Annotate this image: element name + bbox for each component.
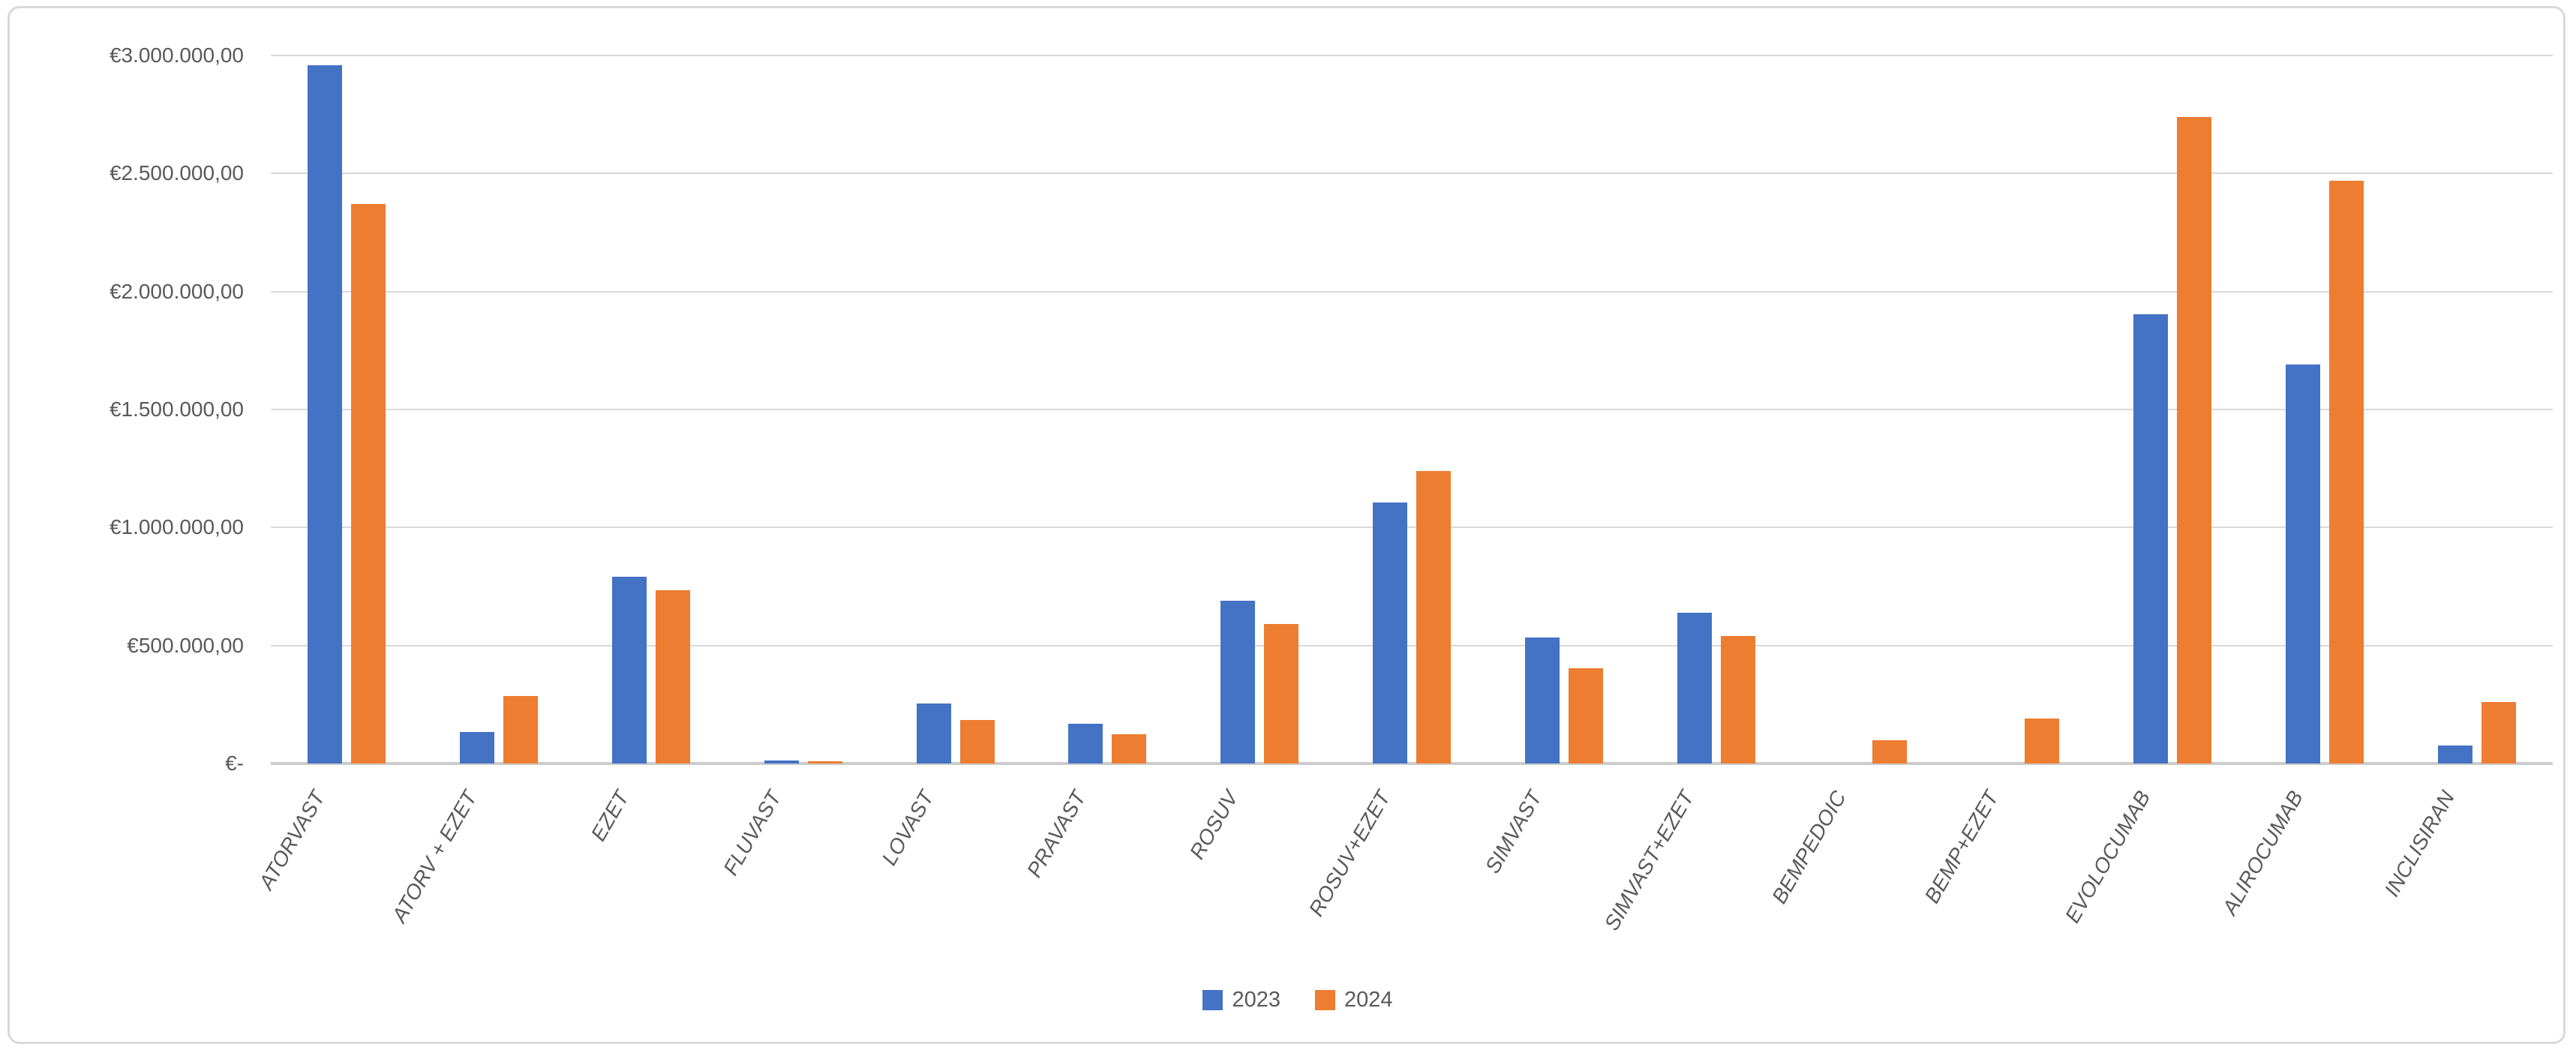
bar-2024-atorv-ezet[interactable] bbox=[503, 696, 539, 764]
y-tick-label: €2.000.000,00 bbox=[109, 279, 244, 303]
bar-2023-rosuv[interactable] bbox=[1220, 600, 1256, 764]
x-tick-label-simvast-ezet: SIMVAST+EZET bbox=[1599, 787, 1699, 934]
x-tick-label-pravast: PRAVAST bbox=[1022, 787, 1091, 882]
bar-2024-evolocumab[interactable] bbox=[2177, 116, 2211, 764]
bar-2023-pravast[interactable] bbox=[1068, 723, 1103, 764]
x-tick-label-fluvast: FLUVAST bbox=[719, 787, 786, 880]
gridline bbox=[271, 409, 2553, 410]
bar-2023-atorv-ezet[interactable] bbox=[460, 731, 495, 764]
bar-2023-inclisiran[interactable] bbox=[2437, 746, 2472, 764]
x-tick-label-rosuv-ezet: ROSUV+EZET bbox=[1304, 787, 1395, 920]
y-tick-label: €- bbox=[225, 752, 244, 775]
bar-2023-evolocumab[interactable] bbox=[2133, 314, 2168, 764]
bar-2023-ezet[interactable] bbox=[612, 577, 647, 764]
bar-2023-simvast-ezet[interactable] bbox=[1677, 612, 1712, 764]
bar-2024-lovast[interactable] bbox=[959, 719, 995, 764]
legend-label-2023: 2023 bbox=[1232, 988, 1280, 1012]
gridline bbox=[271, 172, 2553, 175]
bar-2024-rosuv[interactable] bbox=[1264, 624, 1299, 764]
y-tick-label: €1.500.000,00 bbox=[109, 398, 244, 421]
legend-swatch-2023-icon bbox=[1202, 989, 1223, 1010]
bar-2023-lovast[interactable] bbox=[916, 703, 951, 764]
bar-2023-alirocumab[interactable] bbox=[2285, 364, 2320, 764]
y-tick-label: €1.000.000,00 bbox=[109, 515, 244, 539]
gridline bbox=[271, 290, 2553, 292]
x-tick-label-atorv-ezet: ATORV + EZET bbox=[387, 787, 482, 926]
bar-2024-bempedoic[interactable] bbox=[1872, 740, 1908, 764]
x-tick-label-atorvast: ATORVAST bbox=[254, 787, 330, 894]
chart-frame: €3.000.000,00 €2.500.000,00 €2.000.000,00 €… bbox=[8, 6, 2565, 1044]
bar-2024-simvast[interactable] bbox=[1568, 668, 1603, 764]
y-tick-label: €3.000.000,00 bbox=[109, 44, 244, 67]
gridline bbox=[271, 526, 2553, 529]
bar-2024-fluvast[interactable] bbox=[807, 760, 842, 764]
gridline bbox=[271, 644, 2553, 646]
bar-2023-rosuv-ezet[interactable] bbox=[1373, 502, 1407, 764]
gridline bbox=[271, 55, 2553, 56]
y-tick-label: €2.500.000,00 bbox=[109, 161, 244, 185]
x-axis-line bbox=[271, 762, 2553, 765]
bar-2024-atorvast[interactable] bbox=[351, 204, 386, 764]
x-tick-label-alirocumab: ALIROCUMAB bbox=[2217, 787, 2307, 919]
bar-2024-pravast[interactable] bbox=[1112, 734, 1147, 764]
x-tick-label-rosuv: ROSUV bbox=[1184, 787, 1243, 863]
legend-swatch-2024-icon bbox=[1315, 989, 1335, 1010]
x-tick-label-ezet: EZET bbox=[587, 787, 634, 845]
legend-item-2024[interactable]: 2024 bbox=[1315, 986, 1393, 1013]
bar-2023-simvast[interactable] bbox=[1524, 637, 1560, 764]
bar-2024-bemp-ezet[interactable] bbox=[2025, 718, 2060, 764]
x-tick-label-bempedoic: BEMPEDOIC bbox=[1767, 787, 1851, 908]
bar-2024-inclisiran[interactable] bbox=[2481, 702, 2516, 764]
legend-label-2024: 2024 bbox=[1344, 988, 1393, 1012]
x-tick-label-inclisiran: INCLISIRAN bbox=[2380, 787, 2460, 901]
x-tick-label-evolocumab: EVOLOCUMAB bbox=[2061, 787, 2155, 927]
legend-item-2023[interactable]: 2023 bbox=[1202, 986, 1280, 1013]
bar-2023-atorvast[interactable] bbox=[308, 64, 343, 764]
bar-2024-alirocumab[interactable] bbox=[2328, 180, 2364, 764]
legend: 2023 2024 bbox=[10, 983, 2576, 1016]
x-tick-label-lovast: LOVAST bbox=[877, 787, 938, 869]
bar-2024-ezet[interactable] bbox=[656, 590, 690, 764]
bar-2023-fluvast[interactable] bbox=[764, 760, 799, 764]
x-tick-label-bemp-ezet: BEMP+EZET bbox=[1920, 787, 2004, 908]
y-tick-label: €500.000,00 bbox=[127, 633, 244, 657]
bar-2024-simvast-ezet[interactable] bbox=[1720, 636, 1755, 764]
x-tick-label-simvast: SIMVAST bbox=[1481, 787, 1547, 878]
bar-2024-rosuv-ezet[interactable] bbox=[1416, 470, 1451, 764]
